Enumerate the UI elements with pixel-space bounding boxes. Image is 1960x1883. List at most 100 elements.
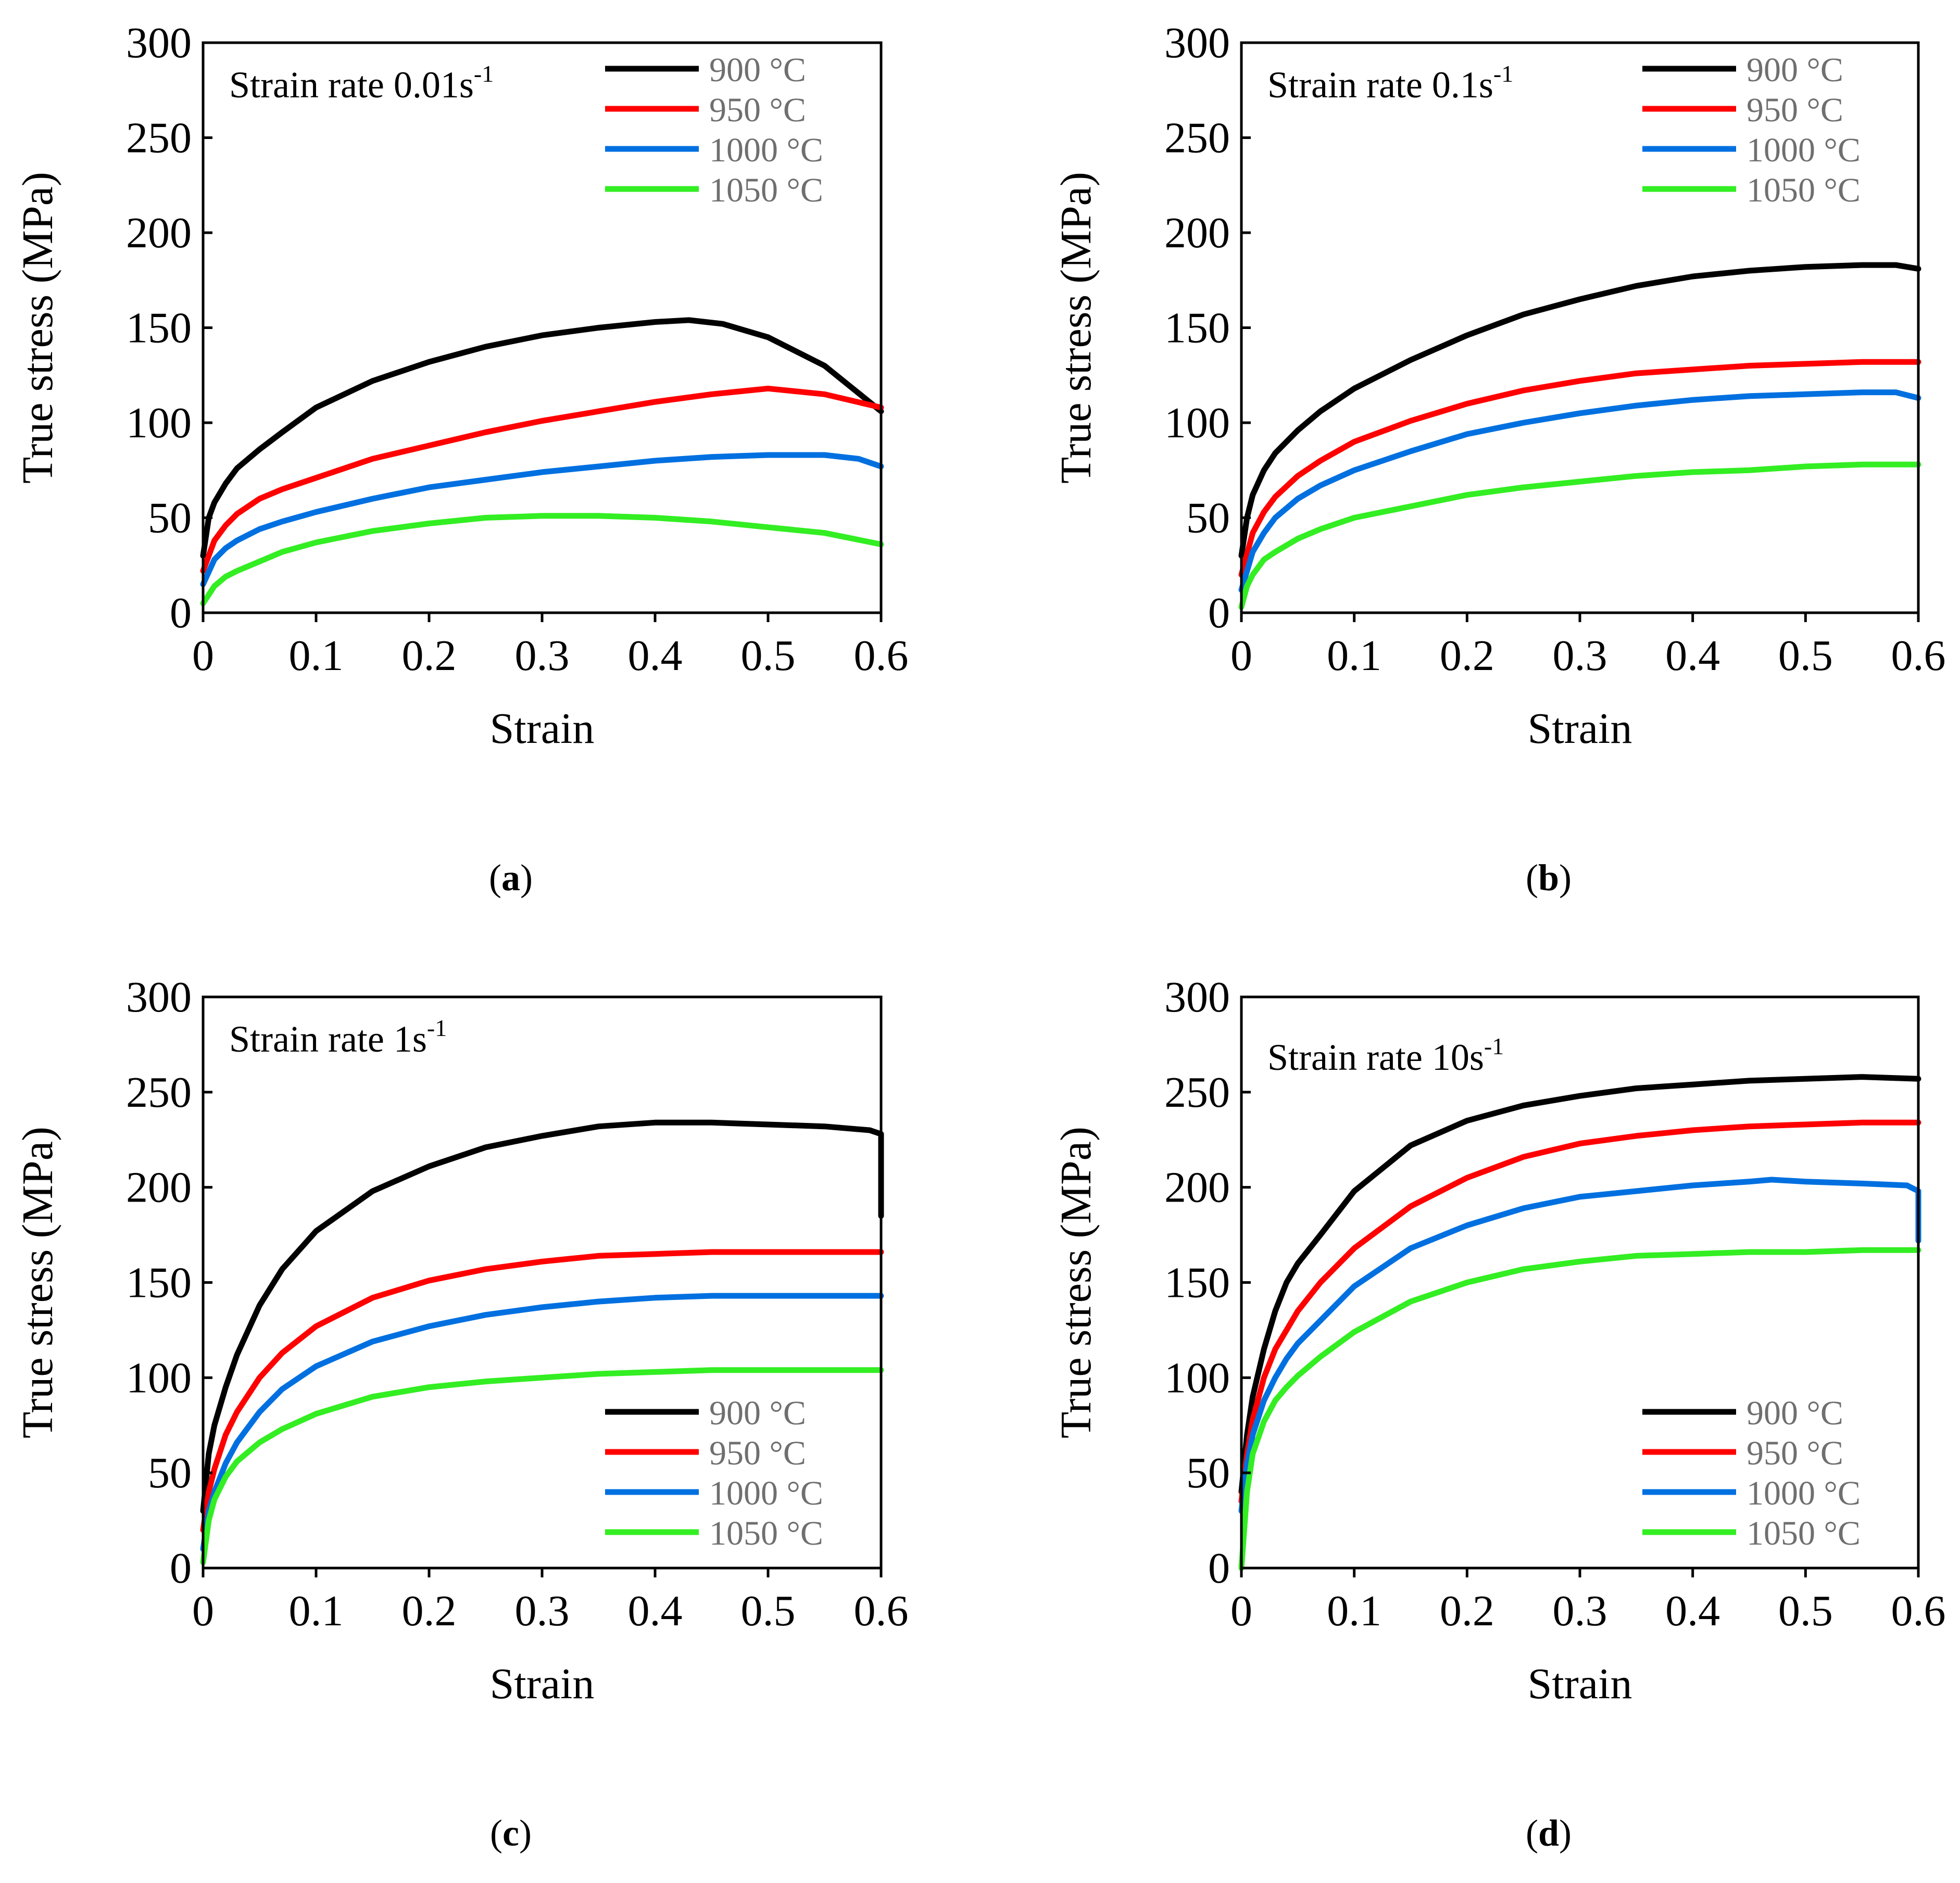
x-axis: 0 0.1 0.2 0.3 0.4 0.5 0.6 [192, 1568, 909, 1635]
legend-label: 1050 °C [1747, 1514, 1861, 1552]
y-axis-title: True stress (MPa) [14, 1127, 62, 1438]
series-line-900c [200, 1119, 884, 1514]
x-tick-label: 0 [1230, 1587, 1252, 1635]
y-axis-title: True stress (MPa) [14, 172, 62, 484]
panel-caption-letter: a [501, 857, 520, 899]
legend-label: 900 °C [709, 1394, 806, 1432]
series-line-950c [200, 385, 884, 574]
panel-caption-letter: c [502, 1812, 519, 1854]
y-tick-label: 150 [1164, 304, 1230, 352]
x-tick-label: 0.6 [1891, 1587, 1946, 1635]
x-tick-label: 0.5 [741, 1587, 796, 1635]
series-line-950c [1238, 1119, 1921, 1505]
x-axis-title: Strain [490, 704, 595, 753]
x-tick-label: 0.5 [741, 631, 796, 680]
x-tick-label: 0.1 [289, 631, 344, 680]
y-tick-label: 100 [1164, 399, 1230, 447]
legend-label: 950 °C [1747, 1434, 1843, 1472]
x-tick-label: 0.4 [1665, 1587, 1720, 1635]
legend-label: 1000 °C [709, 1474, 823, 1512]
x-tick-label: 0.3 [1553, 1587, 1607, 1635]
series-group [200, 317, 884, 606]
y-tick-label: 250 [1164, 114, 1230, 162]
panel-caption: (c) [490, 1812, 532, 1854]
x-tick-label: 0.5 [1778, 631, 1833, 680]
annotation-superscript: -1 [474, 60, 494, 87]
x-tick-label: 0.5 [1778, 1587, 1833, 1635]
panel-caption: (b) [1526, 857, 1572, 899]
series-line-1000c [1238, 389, 1921, 593]
y-axis-title: True stress (MPa) [1052, 172, 1100, 484]
legend-label: 1050 °C [709, 171, 823, 209]
series-line-950c [1238, 359, 1921, 578]
series-group [1238, 262, 1921, 610]
strain-rate-annotation: Strain rate 0.1s-1 [1267, 60, 1513, 106]
x-axis: 0 0.1 0.2 0.3 0.4 0.5 0.6 [1230, 613, 1946, 680]
y-tick-label: 300 [1164, 973, 1230, 1021]
y-axis: 0 50 100 150 200 250 300 [1164, 973, 1251, 1593]
series-group [1238, 1074, 1921, 1571]
x-tick-label: 0.1 [1327, 1587, 1381, 1635]
x-tick-label: 0.2 [1440, 1587, 1494, 1635]
strain-rate-annotation: Strain rate 10s-1 [1267, 1033, 1504, 1078]
legend-label: 900 °C [1747, 51, 1843, 89]
x-axis: 0 0.1 0.2 0.3 0.4 0.5 0.6 [1230, 1568, 1946, 1635]
series-group [200, 1119, 884, 1565]
y-tick-label: 200 [1164, 209, 1230, 257]
series-line-1050c [200, 513, 884, 606]
y-tick-label: 100 [1164, 1354, 1230, 1402]
y-tick-label: 50 [148, 494, 192, 542]
series-line-950c [200, 1249, 884, 1533]
panel-caption: (a) [489, 857, 533, 899]
series-line-1050c [1238, 1247, 1921, 1571]
x-axis-title: Strain [1528, 1660, 1632, 1708]
x-tick-label: 0 [192, 631, 214, 680]
y-tick-label: 0 [170, 589, 192, 637]
x-tick-label: 0.1 [289, 1587, 344, 1635]
annotation-superscript: -1 [1484, 1033, 1504, 1059]
x-tick-label: 0.6 [1891, 631, 1946, 680]
y-tick-label: 150 [126, 1259, 192, 1307]
x-tick-label: 0.2 [402, 631, 457, 680]
legend-label: 950 °C [1747, 91, 1843, 129]
x-tick-label: 0.3 [515, 1587, 570, 1635]
chart-panel-c: 0 50 100 150 200 250 300 0 0.1 0.2 0.3 0.4 0.5 0.6 Str… [14, 973, 909, 1854]
panel-caption: (d) [1526, 1812, 1572, 1854]
series-line-900c [1238, 262, 1921, 559]
x-tick-label: 0 [1230, 631, 1252, 680]
x-tick-label: 0 [192, 1587, 214, 1635]
y-tick-label: 0 [170, 1544, 192, 1593]
series-line-900c [200, 317, 884, 559]
x-tick-label: 0.4 [628, 1587, 683, 1635]
series-line-1000c [1238, 1177, 1921, 1514]
x-axis: 0 0.1 0.2 0.3 0.4 0.5 0.6 [192, 613, 909, 680]
legend-label: 900 °C [709, 51, 806, 89]
y-tick-label: 250 [1164, 1068, 1230, 1117]
y-tick-label: 50 [1186, 494, 1230, 542]
y-axis: 0 50 100 150 200 250 300 [1164, 19, 1251, 637]
strain-rate-annotation: Strain rate 0.01s-1 [229, 60, 494, 106]
y-tick-label: 100 [126, 1354, 192, 1402]
x-tick-label: 0.4 [628, 631, 683, 680]
chart-panel-b: 0 50 100 150 200 250 300 0 0.1 0.2 0.3 0.4 0.5 0.6 Str… [1052, 19, 1946, 899]
series-line-1000c [200, 1293, 884, 1552]
y-tick-label: 50 [1186, 1449, 1230, 1497]
panel-caption-letter: d [1538, 1812, 1559, 1854]
legend-label: 1050 °C [1747, 171, 1861, 209]
y-tick-label: 300 [126, 973, 192, 1021]
y-tick-label: 150 [1164, 1259, 1230, 1307]
series-line-900c [1238, 1074, 1921, 1495]
y-tick-label: 50 [148, 1449, 192, 1497]
legend-label: 900 °C [1747, 1394, 1843, 1432]
y-tick-label: 100 [126, 399, 192, 447]
chart-panel-a: 0 50 100 150 200 250 300 0 0.1 0.2 0.3 0.4 0.5 0.6 Str… [14, 19, 909, 899]
legend-label: 950 °C [709, 1434, 806, 1472]
y-tick-label: 200 [126, 209, 192, 257]
y-tick-label: 250 [126, 114, 192, 162]
panel-caption-letter: b [1538, 857, 1559, 899]
y-axis-title: True stress (MPa) [1052, 1127, 1100, 1438]
y-tick-label: 150 [126, 304, 192, 352]
